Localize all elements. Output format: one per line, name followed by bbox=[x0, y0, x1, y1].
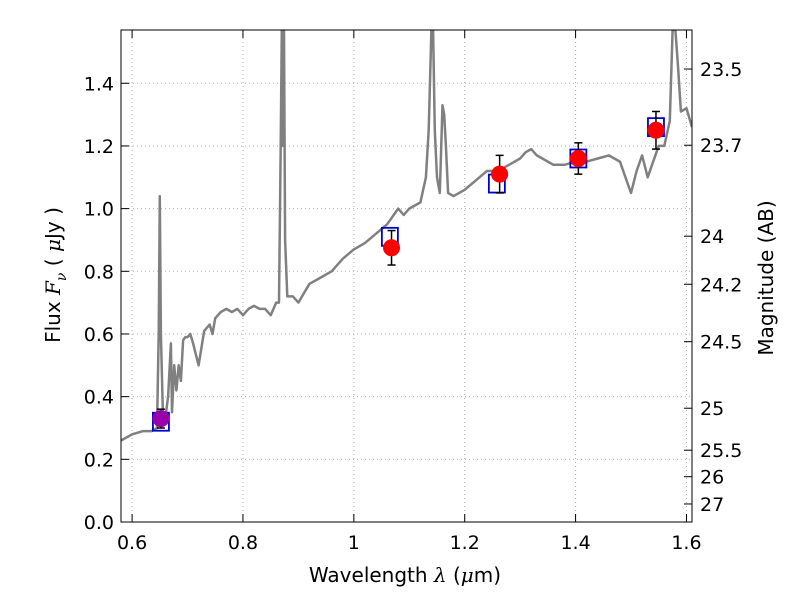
x-tick-label: 0.6 bbox=[117, 532, 147, 554]
observed-photometry-point bbox=[152, 410, 170, 428]
y2-tick-label: 27 bbox=[700, 494, 724, 516]
y-axis-title-unit-open: ( bbox=[41, 252, 65, 273]
x-axis-title-unit-mu: μ bbox=[461, 563, 474, 587]
x-tick-label: 1.4 bbox=[560, 532, 590, 554]
x-tick-label: 1 bbox=[348, 532, 360, 554]
y-axis-title: Flux Fν ( μJy ) bbox=[41, 207, 70, 343]
x-axis-title-prefix: Wavelength bbox=[309, 563, 434, 587]
y-axis-title-subscript: ν bbox=[54, 272, 70, 281]
x-tick-label: 0.8 bbox=[228, 532, 258, 554]
y2-tick-label: 23.7 bbox=[700, 135, 742, 157]
y-tick-label: 1.4 bbox=[84, 73, 114, 95]
y2-tick-label: 26 bbox=[700, 467, 724, 489]
y-tick-label: 0.0 bbox=[84, 512, 114, 534]
tick-layer bbox=[121, 30, 692, 523]
spectrum-layer bbox=[121, 30, 692, 442]
y2-tick-label: 24.2 bbox=[700, 274, 742, 296]
grid-layer bbox=[121, 30, 692, 523]
y-axis-title-symbol: F bbox=[41, 280, 65, 296]
spectrum-line bbox=[121, 30, 692, 442]
y2-tick-label: 25.5 bbox=[700, 440, 742, 462]
y-tick-label: 1.0 bbox=[84, 199, 114, 221]
x-axis-title: Wavelength λ (μm) bbox=[309, 563, 501, 587]
y-axis-title-unit-rest: Jy ) bbox=[41, 207, 65, 241]
y2-tick-label: 24.5 bbox=[700, 332, 742, 354]
y-tick-label: 0.4 bbox=[84, 387, 114, 409]
y-axis-title-unit-mu: μ bbox=[41, 239, 65, 252]
observed-photometry-point bbox=[647, 121, 665, 139]
x-axis-title-unit-open: ( bbox=[447, 563, 461, 587]
y2-tick-label: 23.5 bbox=[700, 59, 742, 81]
x-axis-title-symbol: λ bbox=[433, 563, 447, 587]
observed-photometry-point bbox=[491, 165, 509, 183]
y-tick-label: 0.8 bbox=[84, 261, 114, 283]
observed-photometry-point bbox=[569, 149, 587, 167]
label-layer: 0.6 0.8 1 1.2 1.4 1.6 0.0 0.2 0.4 0.6 0.8 1.0 1.2 1.4… bbox=[84, 59, 743, 554]
x-tick-label: 1.2 bbox=[450, 532, 480, 554]
secondary-y-axis-title: Magnitude (AB) bbox=[754, 200, 778, 355]
marker-layer bbox=[152, 110, 665, 432]
y-axis-title-prefix: Flux bbox=[41, 295, 65, 343]
y-tick-label: 1.2 bbox=[84, 136, 114, 158]
observed-photometry-point bbox=[383, 239, 401, 257]
y2-tick-label: 25 bbox=[700, 398, 724, 420]
y2-tick-label: 24 bbox=[700, 226, 724, 248]
plot-frame bbox=[120, 29, 693, 523]
x-tick-label: 1.6 bbox=[671, 532, 701, 554]
y-tick-label: 0.2 bbox=[84, 449, 114, 471]
y-tick-label: 0.6 bbox=[84, 324, 114, 346]
x-axis-title-unit-rest: m) bbox=[474, 563, 501, 587]
